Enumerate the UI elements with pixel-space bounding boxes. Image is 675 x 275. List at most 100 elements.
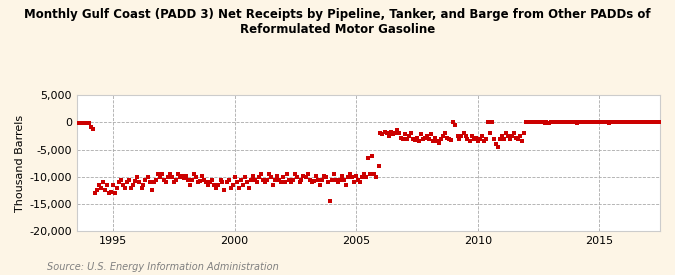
Point bbox=[90, 191, 101, 196]
Point bbox=[335, 177, 346, 182]
Point bbox=[385, 130, 396, 134]
Point bbox=[211, 186, 222, 190]
Point bbox=[82, 121, 92, 125]
Point bbox=[323, 180, 333, 185]
Point bbox=[236, 177, 246, 182]
Point bbox=[345, 172, 356, 176]
Point bbox=[400, 132, 410, 136]
Point bbox=[100, 188, 111, 193]
Point bbox=[173, 172, 184, 176]
Point bbox=[138, 183, 149, 187]
Point bbox=[200, 180, 211, 185]
Point bbox=[442, 135, 453, 140]
Point bbox=[418, 136, 429, 141]
Point bbox=[357, 175, 368, 179]
Point bbox=[503, 134, 514, 138]
Point bbox=[185, 183, 196, 187]
Point bbox=[616, 120, 627, 125]
Point bbox=[576, 120, 587, 125]
Point bbox=[300, 175, 311, 179]
Point bbox=[543, 121, 554, 126]
Point bbox=[130, 179, 141, 183]
Point bbox=[250, 177, 261, 182]
Point bbox=[428, 139, 439, 144]
Point bbox=[547, 120, 558, 125]
Point bbox=[483, 120, 493, 125]
Point bbox=[430, 135, 441, 140]
Point bbox=[513, 136, 524, 141]
Point bbox=[521, 120, 532, 125]
Point bbox=[319, 174, 329, 178]
Point bbox=[481, 136, 491, 141]
Point bbox=[182, 177, 193, 182]
Point bbox=[373, 164, 384, 168]
Point bbox=[632, 120, 643, 125]
Point bbox=[412, 135, 423, 140]
Point bbox=[398, 136, 408, 141]
Point bbox=[369, 172, 380, 176]
Point bbox=[499, 136, 510, 141]
Point bbox=[489, 136, 500, 141]
Point bbox=[325, 199, 335, 204]
Text: Monthly Gulf Coast (PADD 3) Net Receipts by Pipeline, Tanker, and Barge from Oth: Monthly Gulf Coast (PADD 3) Net Receipts… bbox=[24, 8, 651, 36]
Point bbox=[181, 174, 192, 178]
Point bbox=[612, 120, 623, 125]
Point bbox=[306, 180, 317, 185]
Point bbox=[331, 177, 342, 182]
Point bbox=[377, 132, 388, 136]
Point bbox=[114, 180, 125, 185]
Point bbox=[240, 175, 250, 179]
Point bbox=[73, 120, 84, 125]
Point bbox=[193, 180, 204, 185]
Point bbox=[566, 120, 576, 125]
Point bbox=[582, 120, 593, 125]
Point bbox=[349, 180, 360, 185]
Point bbox=[610, 120, 621, 125]
Point bbox=[272, 174, 283, 178]
Point bbox=[359, 172, 370, 176]
Point bbox=[479, 139, 489, 144]
Point bbox=[519, 131, 530, 135]
Point bbox=[556, 120, 566, 125]
Point bbox=[424, 136, 435, 141]
Point bbox=[596, 120, 607, 125]
Point bbox=[252, 180, 263, 185]
Point bbox=[308, 179, 319, 183]
Point bbox=[70, 121, 80, 126]
Point bbox=[242, 180, 252, 185]
Point bbox=[227, 183, 238, 187]
Point bbox=[614, 120, 625, 125]
Point bbox=[606, 120, 617, 125]
Point bbox=[564, 120, 574, 125]
Point bbox=[327, 177, 338, 182]
Point bbox=[61, 120, 72, 125]
Point bbox=[365, 172, 376, 176]
Point bbox=[533, 120, 544, 125]
Point bbox=[78, 121, 88, 125]
Point bbox=[65, 122, 76, 127]
Point bbox=[560, 120, 570, 125]
Point bbox=[315, 183, 325, 187]
Point bbox=[72, 121, 82, 125]
Point bbox=[511, 135, 522, 140]
Point bbox=[434, 141, 445, 145]
Point bbox=[580, 120, 591, 125]
Point bbox=[379, 130, 390, 134]
Point bbox=[651, 120, 661, 125]
Point bbox=[120, 186, 131, 190]
Point bbox=[655, 120, 666, 125]
Point bbox=[103, 191, 114, 196]
Point bbox=[347, 175, 358, 179]
Point bbox=[517, 139, 528, 144]
Point bbox=[477, 134, 487, 138]
Point bbox=[187, 177, 198, 182]
Point bbox=[264, 172, 275, 176]
Point bbox=[225, 186, 236, 190]
Point bbox=[213, 183, 223, 187]
Point bbox=[140, 177, 151, 182]
Point bbox=[313, 177, 323, 182]
Point bbox=[626, 120, 637, 125]
Point bbox=[628, 120, 639, 125]
Point bbox=[408, 136, 418, 141]
Point bbox=[270, 177, 281, 182]
